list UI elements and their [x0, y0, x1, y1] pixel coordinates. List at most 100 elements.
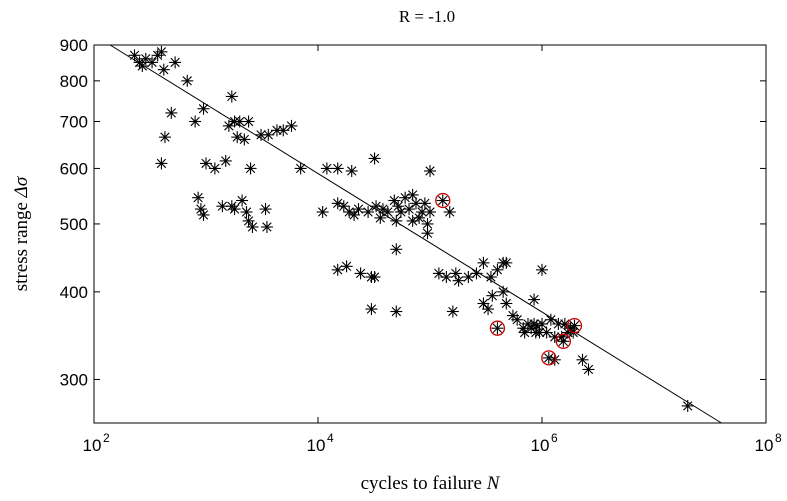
data-point — [155, 157, 168, 170]
flagged-point — [566, 317, 583, 334]
data-point — [470, 267, 483, 280]
data-point — [197, 102, 210, 115]
data-point — [500, 297, 513, 310]
data-point — [244, 162, 257, 175]
data-point — [362, 205, 375, 218]
flagged-point — [555, 333, 571, 349]
x-tick-label: 10 — [83, 436, 102, 455]
data-point — [390, 214, 403, 227]
data-point — [345, 164, 358, 177]
data-point — [477, 297, 490, 310]
data-point — [477, 256, 490, 269]
data-point — [482, 303, 495, 316]
y-tick-label: 800 — [60, 72, 88, 91]
data-point — [192, 191, 205, 204]
y-tick-label: 400 — [60, 283, 88, 302]
x-tick-exponent: 2 — [103, 431, 110, 445]
data-point — [157, 63, 170, 76]
data-point — [354, 267, 367, 280]
y-tick-label: 300 — [60, 370, 88, 389]
data-point — [452, 274, 465, 287]
data-point — [536, 263, 548, 276]
data-point — [331, 162, 344, 175]
data-point — [403, 203, 416, 216]
data-point — [208, 162, 221, 175]
data-point — [365, 303, 378, 316]
data-point — [432, 267, 445, 280]
x-tick-label: 10 — [531, 436, 550, 455]
data-point — [246, 220, 259, 233]
flagged-point — [435, 192, 451, 209]
data-point — [169, 56, 182, 69]
data-point — [189, 115, 202, 128]
data-point — [374, 211, 387, 224]
x-tick-exponent: 4 — [327, 431, 334, 445]
data-point — [259, 203, 272, 216]
data-point — [285, 119, 298, 132]
data-point — [238, 133, 251, 146]
data-point — [576, 353, 589, 366]
data-point — [491, 263, 504, 276]
data-point — [228, 203, 241, 216]
data-point — [200, 157, 212, 170]
y-tick-label: 700 — [60, 113, 88, 132]
data-point — [582, 363, 595, 376]
flagged-point — [541, 350, 557, 366]
data-point — [511, 313, 524, 326]
data-point — [128, 49, 141, 62]
data-point — [528, 293, 541, 306]
data-point — [421, 227, 434, 240]
data-point — [219, 154, 232, 167]
data-point — [500, 256, 513, 269]
flagged-point — [489, 320, 506, 336]
data-point — [443, 205, 456, 218]
data-point — [181, 74, 194, 87]
data-point — [231, 131, 244, 144]
data-point — [294, 162, 307, 175]
x-tick-label: 10 — [307, 436, 326, 455]
x-tick-exponent: 8 — [775, 431, 782, 445]
data-point — [497, 285, 510, 298]
data-point — [681, 399, 694, 412]
y-tick-label: 500 — [60, 215, 88, 234]
x-tick-label: 10 — [755, 436, 774, 455]
data-point — [225, 90, 238, 103]
data-point — [406, 214, 419, 227]
y-axis-label: stress range Δσ — [11, 176, 32, 291]
data-point — [197, 208, 210, 221]
data-point — [390, 305, 403, 318]
y-tick-label: 900 — [60, 36, 88, 55]
data-point — [418, 197, 431, 210]
data-point — [368, 152, 381, 165]
data-point — [381, 205, 394, 218]
data-point — [540, 326, 553, 339]
data-point — [536, 317, 548, 330]
data-point — [139, 52, 152, 65]
data-point — [146, 56, 159, 69]
data-point — [348, 208, 361, 221]
data-point — [155, 45, 168, 58]
x-axis-label: cycles to failure N — [361, 473, 501, 494]
data-point — [260, 220, 273, 233]
data-point — [331, 263, 344, 276]
data-point — [158, 131, 171, 144]
data-point — [236, 194, 249, 207]
data-point — [340, 260, 353, 273]
data-point — [368, 271, 381, 284]
y-axis: 300 400 500 600 700 800 900 — [60, 36, 766, 389]
data-point — [424, 205, 436, 218]
data-point — [320, 162, 333, 175]
data-point — [277, 124, 290, 137]
data-points — [128, 45, 694, 412]
data-point — [440, 271, 453, 284]
x-axis: 10 2 10 4 10 6 10 8 — [83, 45, 782, 455]
data-point — [446, 305, 459, 318]
data-point — [242, 115, 255, 128]
data-point — [390, 243, 403, 256]
data-point — [242, 214, 255, 227]
plot-area — [93, 44, 767, 424]
data-point — [262, 128, 275, 141]
x-tick-exponent: 6 — [551, 431, 558, 445]
chart-title: R = -1.0 — [399, 7, 455, 26]
